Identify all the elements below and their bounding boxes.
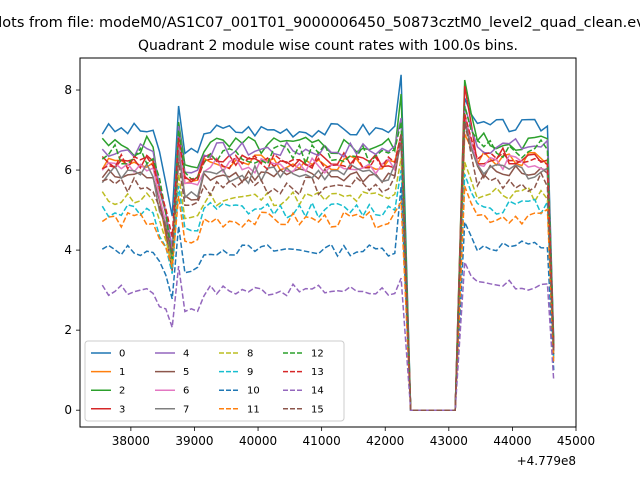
series-line-0 — [101, 74, 555, 411]
series-line-14 — [101, 261, 555, 411]
legend-label-5: 5 — [183, 367, 189, 378]
x-tick-label: 40000 — [239, 434, 277, 448]
x-tick-label: 42000 — [366, 434, 404, 448]
legend-label-1: 1 — [119, 367, 125, 378]
plot-lines — [101, 74, 555, 411]
series-line-11 — [101, 185, 555, 411]
figure-suptitle: Plots from file: modeM0/AS1C07_001T01_90… — [0, 15, 640, 31]
y-tick-label: 8 — [64, 83, 72, 97]
legend-label-11: 11 — [247, 404, 260, 415]
x-tick-label: 41000 — [303, 434, 341, 448]
legend-label-8: 8 — [247, 349, 253, 360]
legend-label-0: 0 — [119, 349, 125, 360]
series-line-13 — [101, 113, 555, 411]
series-line-12 — [101, 105, 555, 411]
series-line-9 — [101, 169, 555, 411]
y-tick-label: 6 — [64, 163, 72, 177]
legend-label-14: 14 — [311, 386, 324, 397]
x-tick-label: 44000 — [493, 434, 531, 448]
x-offset-text: +4.779e8 — [517, 454, 576, 468]
legend-label-9: 9 — [247, 367, 253, 378]
y-tick-label: 0 — [64, 403, 72, 417]
x-axis: 38000 39000 40000 41000 42000 43000 44000 45000 — [112, 427, 595, 448]
x-tick-label: 38000 — [112, 434, 150, 448]
legend-label-12: 12 — [311, 349, 324, 360]
axes-frame — [79, 57, 577, 428]
legend-label-3: 3 — [119, 404, 125, 415]
series-line-5 — [101, 117, 555, 411]
legend-label-2: 2 — [119, 386, 125, 397]
series-line-10 — [101, 186, 555, 411]
legend-label-13: 13 — [311, 367, 324, 378]
legend-box — [84, 340, 345, 422]
x-tick-label: 39000 — [175, 434, 213, 448]
legend-label-15: 15 — [311, 404, 324, 415]
legend-label-7: 7 — [183, 404, 189, 415]
legend-label-10: 10 — [247, 386, 260, 397]
legend-label-6: 6 — [183, 386, 189, 397]
x-tick-label: 45000 — [557, 434, 595, 448]
y-tick-label: 4 — [64, 243, 72, 257]
x-tick-label: 43000 — [430, 434, 468, 448]
series-line-15 — [102, 121, 555, 411]
y-tick-label: 2 — [64, 323, 72, 337]
chart-title: Quadrant 2 module wise count rates with … — [138, 38, 518, 54]
legend-label-4: 4 — [183, 349, 189, 360]
y-axis: 0 2 4 6 8 — [64, 83, 80, 417]
